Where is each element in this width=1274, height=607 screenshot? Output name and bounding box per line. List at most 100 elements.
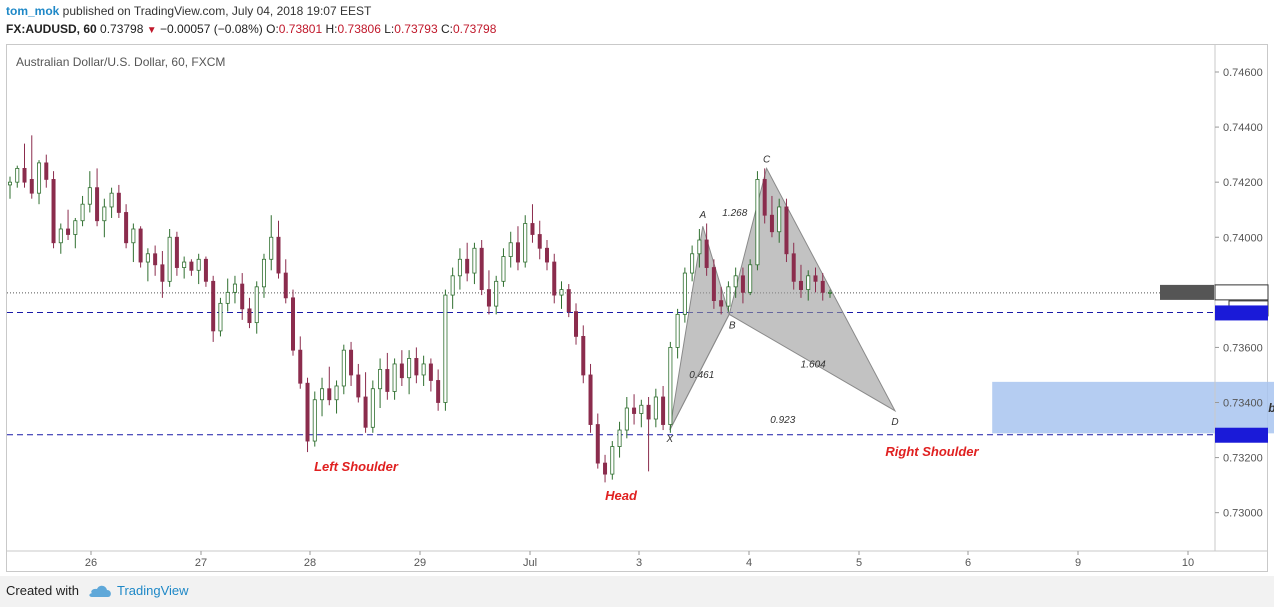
close-label: C: <box>441 22 453 36</box>
candle-body <box>682 272 687 315</box>
y-tick-label: 0.74000 <box>1223 232 1263 244</box>
candle-body <box>211 280 216 332</box>
candle-body <box>595 424 600 464</box>
pattern-annotation: Left Shoulder <box>314 459 399 474</box>
candle-body <box>436 380 441 403</box>
y-tick-label: 0.73200 <box>1223 453 1263 465</box>
fib-ratio-label: 1.268 <box>722 208 747 219</box>
footer: Created with TradingView <box>0 576 1274 607</box>
candle-body <box>806 275 811 290</box>
candle-body <box>7 181 12 186</box>
symbol-label: FX:AUDUSD, 60 <box>6 22 97 36</box>
candle-body <box>784 206 789 255</box>
candle-body <box>51 179 56 244</box>
candle-body <box>218 302 223 332</box>
candle-body <box>370 388 375 428</box>
open-label: O: <box>266 22 279 36</box>
pattern-point-label: B <box>729 320 736 331</box>
level-price-tag <box>1215 305 1268 321</box>
pattern-annotation: Right Shoulder <box>885 444 979 459</box>
candle-body <box>80 203 85 222</box>
x-tick-label: 28 <box>304 557 316 569</box>
candle-body <box>639 404 644 414</box>
y-tick-label: 0.74400 <box>1223 122 1263 134</box>
candle-body <box>160 264 165 282</box>
candle-body <box>719 300 724 307</box>
symbol-tag <box>1160 284 1214 300</box>
candle-body <box>153 253 158 266</box>
candle-body <box>182 261 187 268</box>
candle-body <box>450 275 455 296</box>
candle-body <box>283 272 288 299</box>
candle-body <box>327 388 332 401</box>
candle-body <box>581 336 586 376</box>
candle-body <box>632 407 637 414</box>
candle-body <box>341 349 346 387</box>
candle-body <box>791 253 796 282</box>
candle-body <box>189 261 194 271</box>
candle-body <box>312 399 317 442</box>
pattern-xb-leg <box>669 314 730 431</box>
low-label: L: <box>384 22 395 36</box>
candle-body <box>87 187 92 205</box>
open-value: 0.73801 <box>278 22 323 36</box>
candle-body <box>588 374 593 425</box>
candle-body <box>443 294 448 403</box>
candle-body <box>668 347 673 425</box>
candle-body <box>755 179 760 266</box>
publication-line: tom_mok published on TradingView.com, Ju… <box>6 4 371 18</box>
candle-body <box>254 286 259 324</box>
candle-body <box>465 258 470 274</box>
candle-body <box>675 313 680 348</box>
low-value: 0.73793 <box>394 22 438 36</box>
candle-body <box>559 289 564 296</box>
y-tick-label: 0.73600 <box>1223 342 1263 354</box>
pattern-point-label: C <box>763 154 771 165</box>
candle-body <box>610 446 615 475</box>
tradingview-cloud-icon[interactable] <box>88 584 112 603</box>
candle-body <box>392 363 397 392</box>
candle-body <box>574 311 579 337</box>
candle-body <box>320 388 325 401</box>
fib-ratio-label: 1.604 <box>801 359 826 370</box>
candle-body <box>378 369 383 390</box>
candle-body <box>399 363 404 379</box>
buy-level-zone[interactable] <box>992 381 1274 434</box>
candle-body <box>820 280 825 293</box>
candle-body <box>428 363 433 381</box>
y-tick-label: 0.73400 <box>1223 398 1263 410</box>
chart-header: tom_mok published on TradingView.com, Ju… <box>0 0 1274 44</box>
candle-body <box>494 280 499 307</box>
candle-body <box>124 212 129 244</box>
candle-body <box>196 258 201 271</box>
candle-body <box>544 247 549 263</box>
candle-body <box>566 289 571 313</box>
pattern-bcd-triangle <box>728 167 897 413</box>
candle-body <box>232 283 237 293</box>
candle-body <box>15 167 20 183</box>
candle-body <box>174 236 179 268</box>
candle-body <box>363 396 368 428</box>
candle-body <box>167 236 172 282</box>
candle-body <box>102 206 107 222</box>
author-link[interactable]: tom_mok <box>6 4 60 18</box>
candle-body <box>486 289 491 307</box>
quote-line: FX:AUDUSD, 60 0.73798 ▼ −0.00057 (−0.08%… <box>6 22 496 36</box>
candle-body <box>240 283 245 310</box>
candle-body <box>73 220 78 235</box>
candle-body <box>537 234 542 249</box>
candle-body <box>828 291 833 294</box>
candle-body <box>116 192 121 213</box>
candle-body <box>414 358 419 376</box>
published-text: published on TradingView.com, July 04, 2… <box>59 4 372 18</box>
candle-body <box>552 261 557 296</box>
candle-body <box>247 308 252 324</box>
fib-ratio-label: 0.461 <box>689 370 714 381</box>
price-change: −0.00057 (−0.08%) <box>160 22 263 36</box>
candle-body <box>269 236 274 260</box>
level-price-tag <box>1215 427 1268 443</box>
candle-body <box>276 236 281 274</box>
tradingview-link[interactable]: TradingView <box>117 583 189 598</box>
pattern-point-label: A <box>698 210 706 221</box>
